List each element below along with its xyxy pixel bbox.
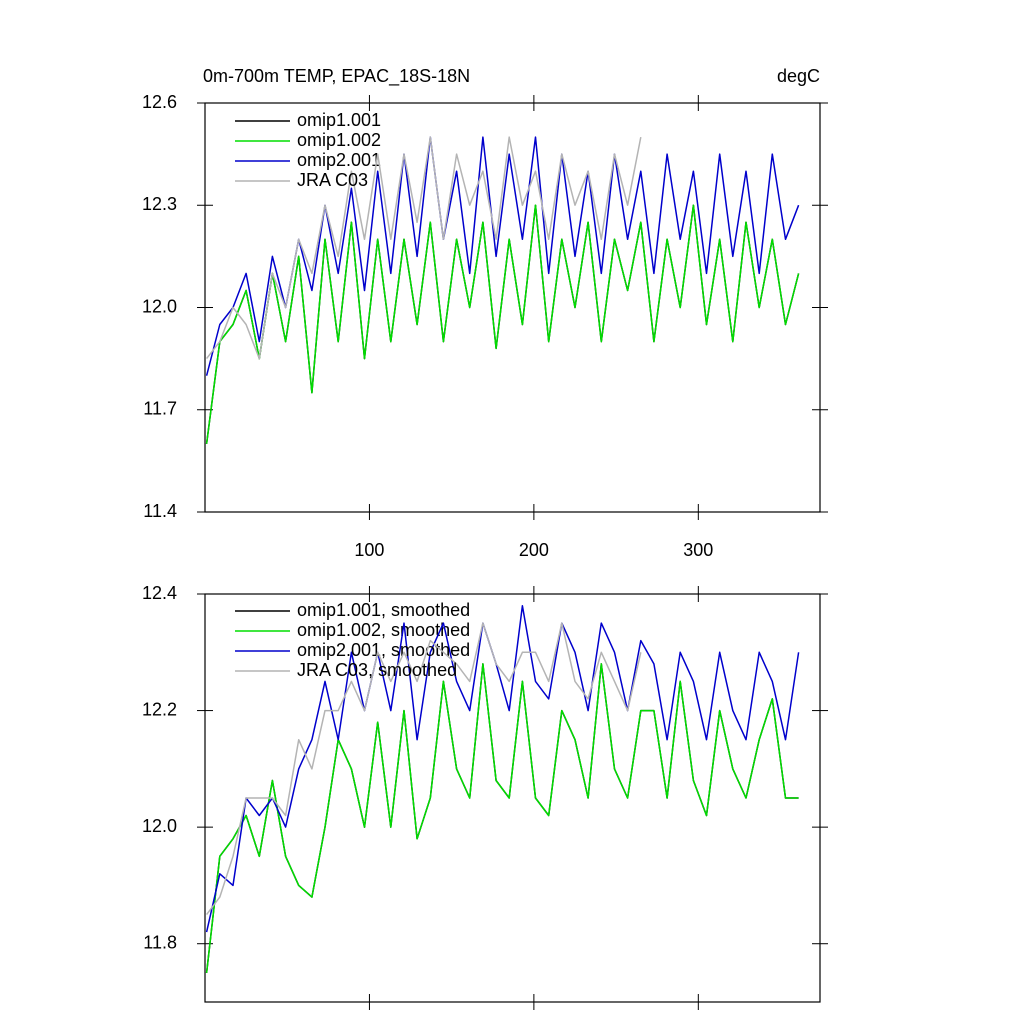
- chart-title: 0m-700m TEMP, EPAC_18S-18N: [203, 66, 470, 87]
- series-line: [205, 663, 799, 973]
- units-label: degC: [777, 66, 820, 86]
- legend-label: omip1.002: [297, 130, 381, 150]
- legend-label: JRA C03: [297, 170, 368, 190]
- series-line: [206, 136, 642, 360]
- plot-frame: [204, 593, 821, 1003]
- x-tick-label: 100: [354, 540, 384, 560]
- x-tick-label: 300: [683, 540, 713, 560]
- x-tick-label: 200: [519, 540, 549, 560]
- y-tick-label: 12.2: [142, 699, 177, 719]
- legend-label: omip1.002, smoothed: [297, 620, 470, 640]
- y-tick-label: 12.4: [142, 583, 177, 603]
- y-tick-label: 11.8: [143, 932, 177, 952]
- y-tick-label: 12.0: [142, 816, 177, 836]
- y-tick-label: 12.6: [142, 92, 177, 112]
- y-tick-label: 11.7: [143, 399, 177, 419]
- legend-label: JRA C03, smoothed: [297, 660, 457, 680]
- y-tick-label: 12.3: [142, 194, 177, 214]
- series-line: [205, 136, 800, 376]
- series-line: [205, 604, 800, 933]
- y-tick-label: 11.4: [143, 501, 177, 521]
- legend-label: omip1.001: [297, 110, 381, 130]
- legend-label: omip2.001, smoothed: [297, 640, 470, 660]
- series-line: [205, 663, 799, 973]
- legend-label: omip1.001, smoothed: [297, 600, 470, 620]
- series-line: [206, 622, 642, 916]
- legend-label: omip2.001: [297, 150, 381, 170]
- series-line: [205, 204, 800, 444]
- y-tick-label: 12.0: [142, 296, 177, 316]
